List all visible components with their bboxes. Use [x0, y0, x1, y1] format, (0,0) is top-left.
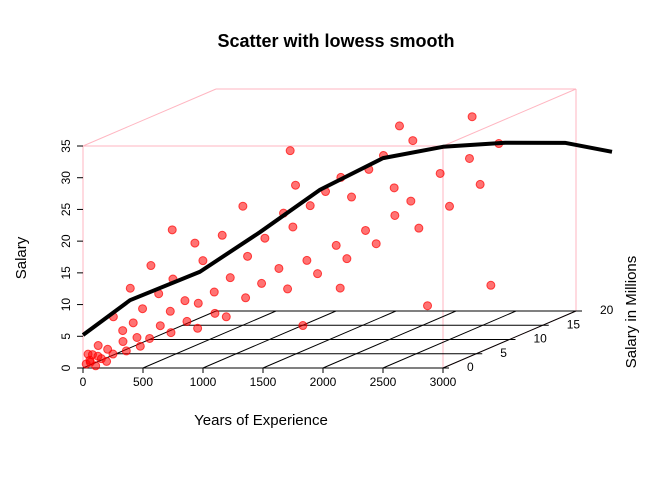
data-point [486, 280, 496, 290]
data-point [274, 263, 284, 273]
data-point [313, 269, 323, 279]
x-tick-label: 1000 [190, 375, 217, 389]
data-point [291, 180, 301, 190]
data-point [406, 196, 416, 206]
x-tick-label: 2000 [310, 375, 337, 389]
data-point [288, 222, 298, 232]
data-point [155, 321, 165, 331]
box-edge [442, 88, 577, 147]
data-point [342, 254, 352, 264]
y-tick-label: 30 [59, 171, 73, 185]
data-point [371, 239, 381, 249]
data-point [221, 312, 231, 322]
x-tick-label: 1500 [250, 375, 277, 389]
data-point [361, 225, 371, 235]
data-point [285, 146, 295, 156]
x-tick-label: 3000 [430, 375, 457, 389]
data-point [347, 192, 357, 202]
data-point [241, 293, 251, 303]
data-point [408, 136, 418, 146]
x-tick-label: 0 [80, 375, 87, 389]
data-point [414, 223, 424, 233]
data-point [217, 230, 227, 240]
data-point [198, 256, 208, 266]
data-point [283, 284, 293, 294]
data-point [209, 287, 219, 297]
x-tick-label: 2500 [370, 375, 397, 389]
x-tick-label: 500 [133, 375, 153, 389]
data-point [467, 112, 477, 122]
y-axis-title: Salary [13, 236, 30, 279]
data-point [135, 341, 145, 351]
data-point [193, 298, 203, 308]
data-point [260, 233, 270, 243]
data-point [390, 210, 400, 220]
data-point [145, 333, 155, 343]
data-point [108, 349, 118, 359]
y-tick-label: 35 [59, 139, 73, 153]
data-point [389, 183, 399, 193]
data-point [128, 318, 138, 328]
data-point [464, 153, 474, 163]
data-point [475, 179, 485, 189]
data-point [238, 201, 248, 211]
z-tick-label: 10 [534, 332, 548, 346]
data-point [138, 304, 148, 314]
y-tick-label: 15 [59, 266, 73, 280]
z-tick-label: 15 [567, 317, 581, 331]
data-point [445, 201, 454, 211]
data-point [118, 337, 128, 347]
data-point [298, 321, 308, 331]
x-axis-title: Years of Experience [194, 412, 328, 429]
data-point [182, 316, 192, 326]
data-point [118, 326, 128, 336]
lowess-line [81, 140, 613, 337]
y-tick-label: 10 [59, 298, 73, 312]
data-point [180, 296, 190, 306]
y-tick-label: 25 [59, 202, 73, 216]
data-point [93, 341, 103, 351]
data-point [243, 251, 253, 261]
box-edge [82, 88, 217, 147]
data-point [121, 346, 131, 356]
data-point [166, 328, 176, 338]
data-point [91, 361, 101, 371]
data-point [87, 350, 97, 360]
y-tick-label: 5 [59, 333, 73, 340]
data-point [125, 283, 135, 293]
data-point [302, 255, 312, 265]
data-point [305, 201, 315, 211]
z-tick-label: 20 [600, 303, 614, 317]
data-point [335, 283, 345, 293]
y-tick-label: 20 [59, 234, 73, 248]
data-point [331, 240, 341, 250]
data-point [190, 238, 200, 248]
data-point [435, 168, 445, 178]
data-point [146, 261, 156, 271]
y-tick-label: 0 [59, 364, 73, 371]
data-point [225, 273, 235, 283]
data-point [423, 301, 433, 311]
data-point [165, 306, 175, 316]
data-point [193, 323, 203, 333]
data-point [132, 332, 142, 342]
data-point [102, 356, 112, 366]
z-tick-label: 0 [467, 360, 474, 374]
data-point [394, 121, 404, 131]
z-axis-title: Salary in Millions [623, 256, 640, 369]
data-point [257, 278, 267, 288]
data-point [167, 225, 177, 235]
data-point [210, 308, 220, 318]
z-tick-label: 5 [500, 346, 507, 360]
chart-title: Scatter with lowess smooth [217, 31, 454, 51]
